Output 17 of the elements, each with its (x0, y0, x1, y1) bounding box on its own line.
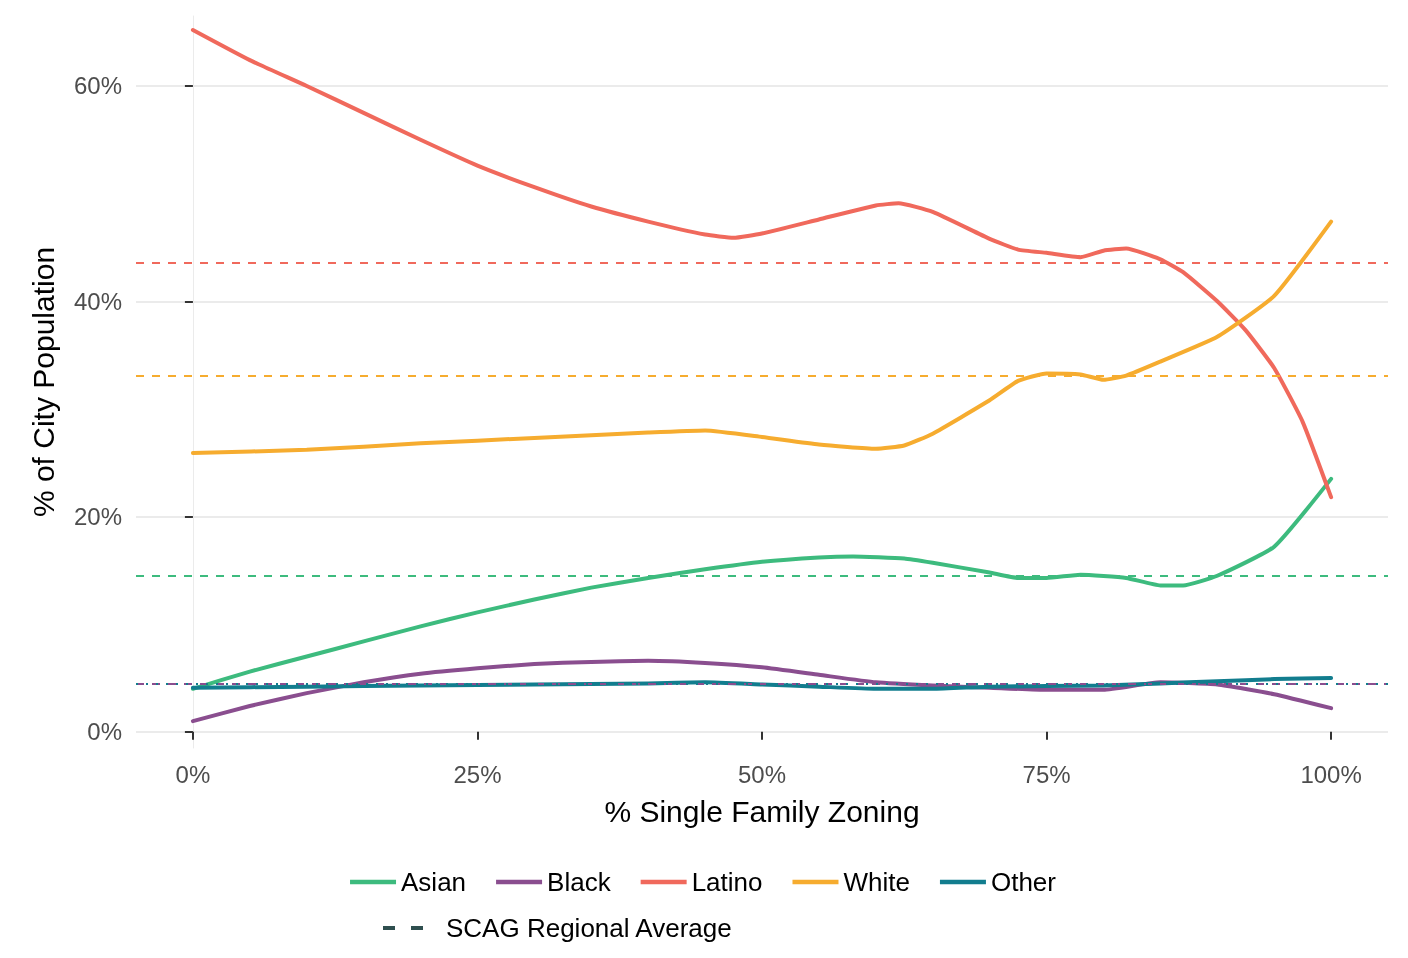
y-tick-label: 0% (87, 718, 122, 746)
legend-label: White (843, 867, 910, 897)
x-tick-label: 50% (737, 760, 787, 788)
legend-label: Black (547, 867, 612, 897)
legend-label: Asian (401, 867, 467, 897)
y-axis-title: % of City Population (26, 246, 60, 518)
x-axis-title: % Single Family Zoning (604, 794, 920, 828)
x-tick-label: 0% (175, 760, 211, 788)
x-tick-label: 25% (453, 760, 502, 788)
legend-label: Other (990, 867, 1057, 897)
legend-label: Latino (691, 867, 763, 897)
y-tick-label: 60% (73, 72, 122, 100)
y-tick-label: 20% (73, 503, 122, 531)
y-tick-label: 40% (73, 287, 122, 315)
legend-label: SCAG Regional Average (446, 913, 732, 943)
x-tick-label: 100% (1300, 760, 1362, 788)
x-tick-label: 75% (1022, 760, 1071, 788)
